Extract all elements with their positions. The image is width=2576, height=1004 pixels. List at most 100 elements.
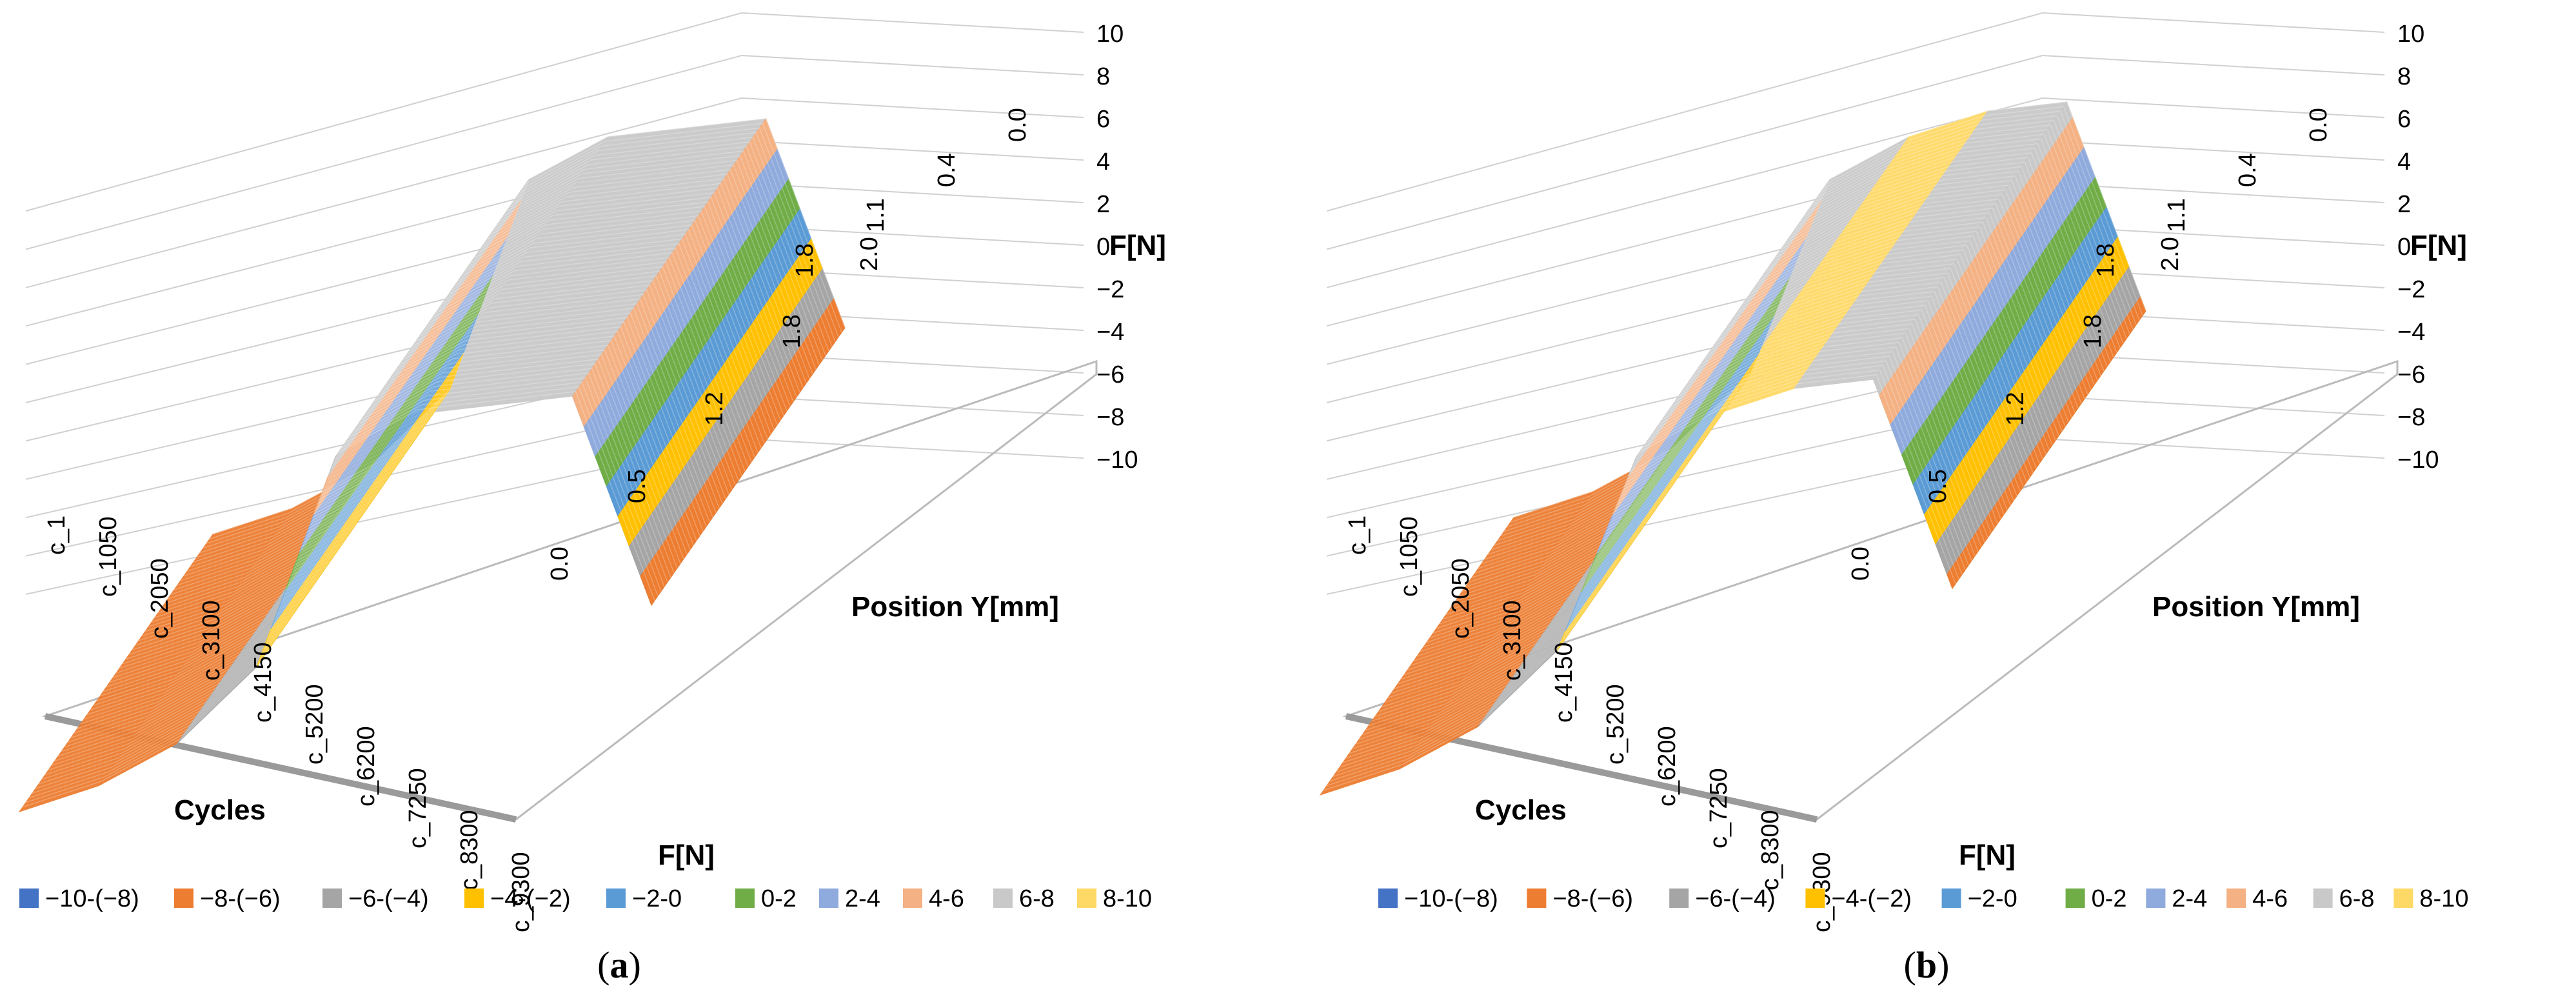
side-wall-gridline xyxy=(741,55,1084,75)
surface-ridge xyxy=(1329,365,1963,782)
bottom-axis-title: F[N] xyxy=(1959,839,2016,871)
surface-ridge xyxy=(1387,281,2021,699)
position-tick-label: 2.0 xyxy=(856,237,883,271)
surface-ridge xyxy=(1368,309,2001,727)
back-wall-gridline xyxy=(25,97,742,288)
position-tick-label: 1.2 xyxy=(2002,392,2029,426)
surface-ridge xyxy=(103,275,736,692)
back-wall-gridline xyxy=(25,12,742,212)
position-tick-label: 0.4 xyxy=(933,153,960,187)
surface-ridge xyxy=(90,294,723,711)
surface-ridge xyxy=(1381,291,2014,708)
side-wall-gridline xyxy=(741,183,1084,203)
surface-ridge xyxy=(41,363,675,780)
position-tick-label: 0.4 xyxy=(2234,153,2261,187)
legend-swatch xyxy=(1527,889,1547,908)
surface-ridge xyxy=(1510,106,2143,523)
surface-ridge xyxy=(212,118,846,535)
cycle-tick-label: c_1 xyxy=(43,516,70,555)
z-tick-label: −2 xyxy=(2397,276,2425,303)
surface-ridge xyxy=(1471,161,2105,578)
surface-ridge xyxy=(1326,369,1959,787)
surface-ridge xyxy=(1384,286,2017,703)
side-wall-gridline xyxy=(741,97,1084,118)
surface-ridge xyxy=(161,192,794,609)
legend-label: 6-8 xyxy=(1019,885,1055,912)
legend-swatch xyxy=(464,889,484,908)
legend-label: −8-(−6) xyxy=(1552,885,1633,912)
surface-ridge xyxy=(1397,268,2030,685)
back-wall-gridline xyxy=(1326,12,2043,212)
surface-ridge xyxy=(32,377,665,794)
surface-ridge xyxy=(1500,119,2134,537)
surface-ridge xyxy=(144,215,778,632)
legend-swatch xyxy=(1669,889,1689,908)
surface-ridge xyxy=(1403,258,2037,676)
surface-ridge xyxy=(1481,147,2114,565)
side-wall-gridline xyxy=(2042,438,2385,459)
legend-label: 4-6 xyxy=(2252,885,2288,912)
surface-ridge xyxy=(170,178,804,595)
side-wall-gridline xyxy=(741,12,1084,33)
surface-ridge xyxy=(1416,240,2050,657)
z-tick-label: −6 xyxy=(1096,361,1124,388)
legend-label: −6-(−4) xyxy=(1695,885,1776,912)
legend-swatch xyxy=(1378,889,1398,908)
legend-label: −2-0 xyxy=(1968,885,2017,912)
position-tick-label: 1.8 xyxy=(791,243,818,277)
surface-ridge xyxy=(183,159,817,577)
position-axis-title: Position Y[mm] xyxy=(2152,591,2360,623)
surface-ridge xyxy=(1410,249,2043,667)
surface-ridge xyxy=(141,219,775,637)
position-tick-label: 0.5 xyxy=(624,469,651,503)
surface-ridge xyxy=(1468,166,2101,583)
side-wall-gridline xyxy=(2042,55,2385,75)
surface-ridge xyxy=(1374,300,2008,717)
legend-swatch xyxy=(2065,889,2085,908)
surface-ridge xyxy=(157,197,791,614)
z-tick-label: 6 xyxy=(2397,106,2411,133)
surface-band xyxy=(1628,179,1830,477)
side-wall-gridline xyxy=(741,438,1084,459)
z-tick-label: 2 xyxy=(2397,191,2411,218)
surface-ridge xyxy=(1465,170,2098,588)
z-tick-label: −6 xyxy=(2397,361,2425,388)
legend-label: 4-6 xyxy=(929,885,964,912)
cycle-tick-label: c_1050 xyxy=(95,516,122,597)
z-tick-label: −8 xyxy=(2397,404,2425,431)
side-wall-gridline xyxy=(741,140,1084,161)
surface-ridge xyxy=(1378,296,2011,712)
surface-ridge xyxy=(83,303,717,720)
caption-b: (b) xyxy=(1903,944,1950,986)
back-wall-gridline xyxy=(1326,97,2043,288)
surface-ridge xyxy=(148,210,781,628)
cycle-tick-label: c_8300 xyxy=(456,810,483,890)
cycle-tick-label: c_2050 xyxy=(1447,558,1474,639)
side-wall-gridline xyxy=(2042,140,2385,161)
surface-ridge xyxy=(154,201,788,618)
legend-label: 8-10 xyxy=(1103,885,1152,912)
surface-ridge xyxy=(1439,208,2072,625)
z-tick-label: 6 xyxy=(1096,106,1110,133)
legend-swatch xyxy=(2146,889,2166,908)
surface-ridge xyxy=(109,266,742,683)
surface-band xyxy=(1872,101,2073,396)
surface-ridge xyxy=(45,358,678,776)
surface-ridge xyxy=(177,169,810,586)
surface-ridge xyxy=(1352,332,1985,750)
cycle-tick-label: c_1050 xyxy=(1396,516,1423,597)
surface-ridge xyxy=(119,252,752,669)
surface-ridge xyxy=(1455,185,2088,601)
cycle-tick-label: c_5200 xyxy=(1602,684,1629,765)
position-tick-label: 0.0 xyxy=(1004,108,1031,142)
surface-ridge xyxy=(1445,198,2079,616)
z-tick-label: 10 xyxy=(1096,21,1124,48)
surface-ridge xyxy=(1342,346,1976,763)
position-tick-label: 0.0 xyxy=(546,547,573,581)
surface-ridge xyxy=(38,368,671,785)
cycle-tick-label: c_9300 xyxy=(508,852,535,932)
legend-swatch xyxy=(174,889,193,908)
legend-label: −10-(−8) xyxy=(45,885,139,912)
side-wall-gridline xyxy=(2042,12,2385,33)
surface-ridge xyxy=(128,238,762,656)
